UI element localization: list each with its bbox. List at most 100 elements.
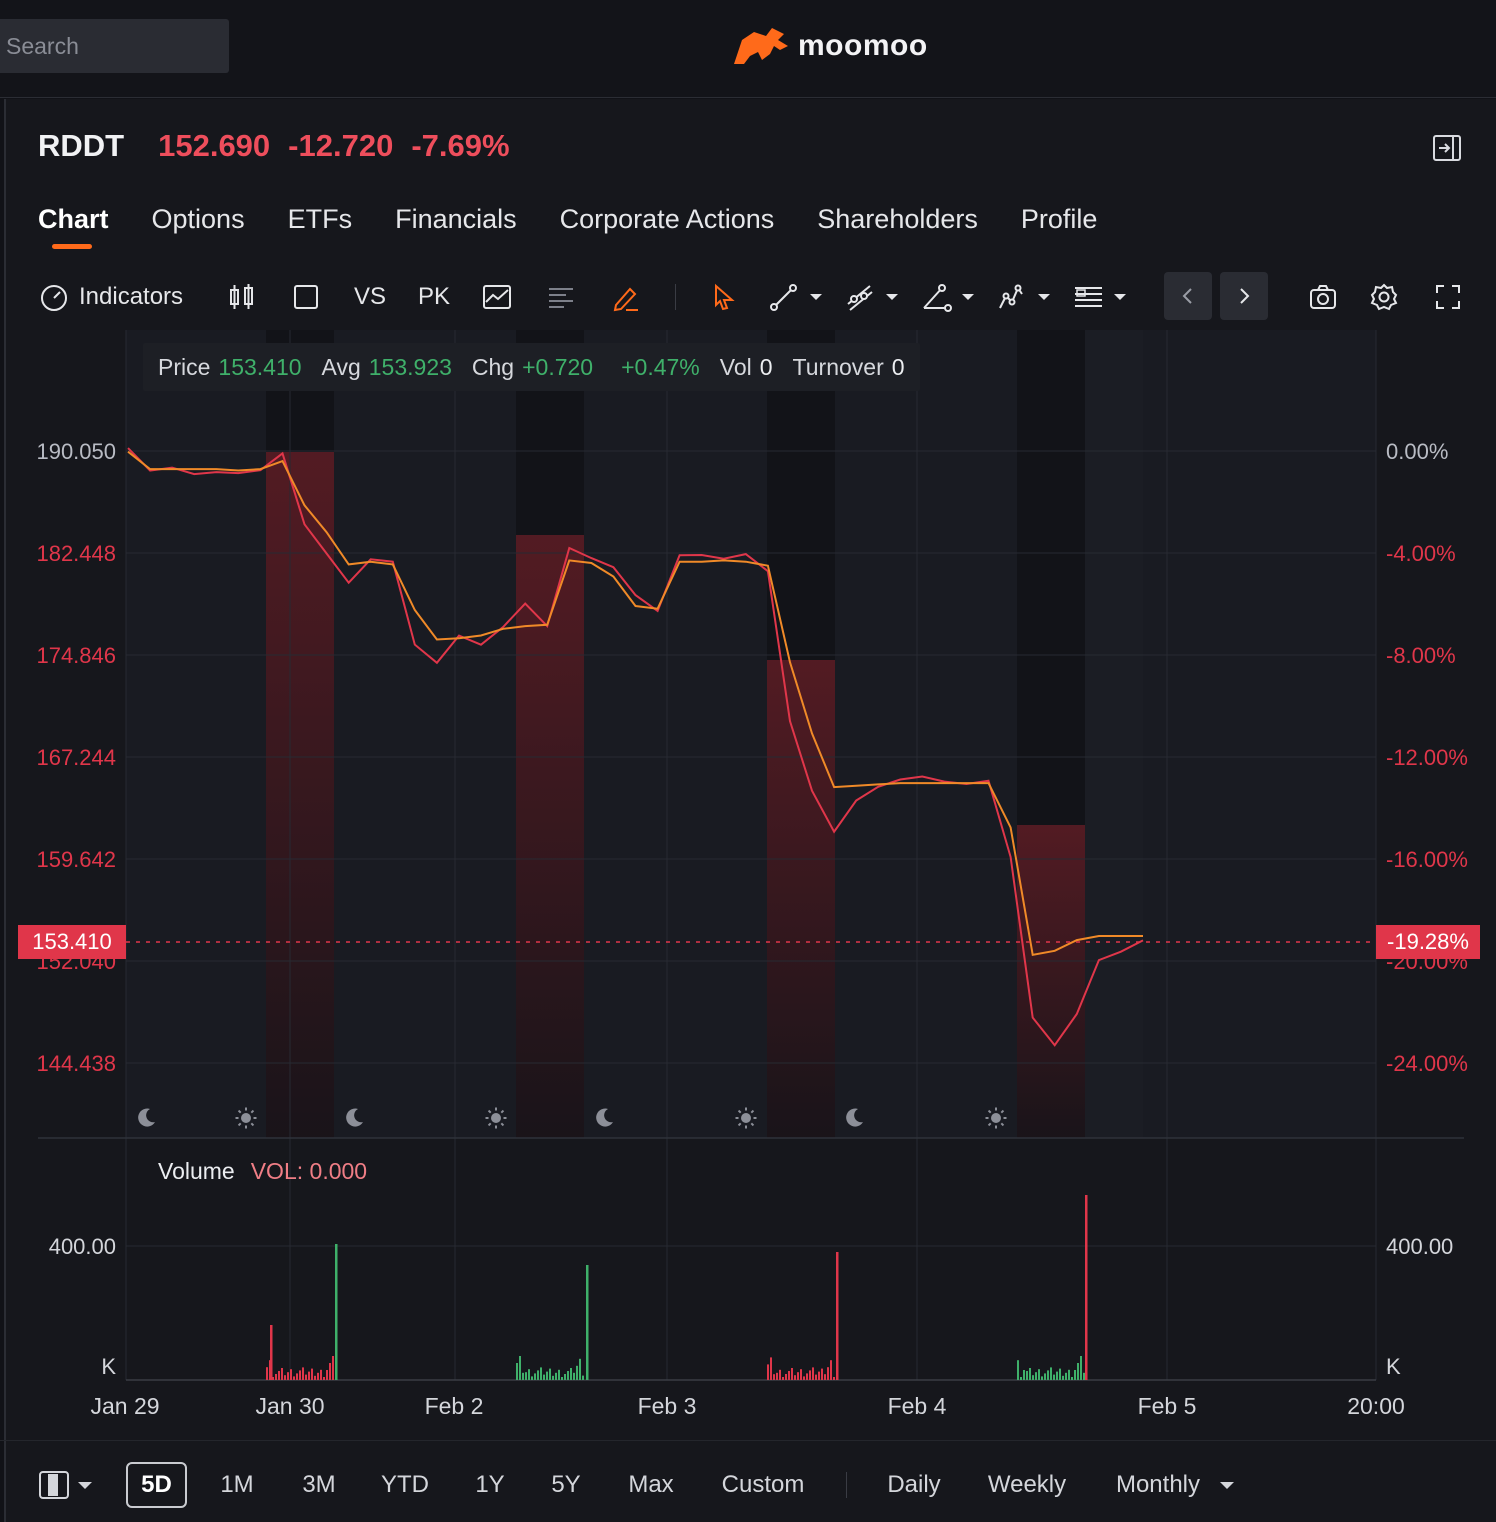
sun-ray [250, 1122, 255, 1127]
tab-corporate-actions[interactable]: Corporate Actions [559, 204, 775, 234]
tab-etfs[interactable]: ETFs [287, 204, 353, 234]
angle-icon [923, 284, 974, 312]
volume-bar [534, 1373, 536, 1380]
sun-ray [237, 1122, 242, 1127]
collapse-panel-button[interactable] [1432, 133, 1462, 163]
avg-label: Avg [321, 353, 361, 380]
volume-bar [836, 1252, 839, 1380]
price-axis-label: 144.438 [36, 1051, 116, 1076]
tab-shareholders[interactable]: Shareholders [817, 204, 978, 234]
range-1m[interactable]: 1M [220, 1471, 254, 1498]
volume-bar [797, 1372, 799, 1380]
interval-daily[interactable]: Daily [887, 1471, 941, 1498]
volume-bar [278, 1371, 280, 1380]
moon-icon [596, 1108, 613, 1127]
fullscreen-icon [1436, 285, 1460, 309]
fibonacci-tool-button[interactable] [1072, 272, 1128, 322]
channel-tool-button[interactable] [844, 272, 900, 322]
text-tool-button[interactable] [546, 272, 576, 322]
volume-bar [1077, 1363, 1079, 1380]
layout-toggle-button[interactable] [38, 1462, 98, 1508]
screenshot-button[interactable] [1308, 272, 1338, 322]
volume-bar [272, 1377, 274, 1380]
volume-axis-label: 400.00 [49, 1234, 116, 1259]
chg-pct-value: +0.47% [621, 353, 700, 380]
scroll-right-button[interactable] [1220, 272, 1268, 320]
sun-ray [500, 1122, 505, 1127]
interval-monthly[interactable]: Monthly [1115, 1471, 1201, 1498]
price-change-pct: -7.69% [411, 128, 510, 163]
turnover-value: 0 [891, 353, 905, 380]
candlestick-icon [230, 284, 253, 309]
range-5y[interactable]: 5Y [551, 1471, 581, 1498]
price-chart[interactable]: 190.050182.448174.846167.244159.642152.0… [0, 330, 1496, 1430]
pattern-tool-button[interactable] [996, 272, 1052, 322]
volume-bar [1032, 1375, 1034, 1380]
volume-bar [522, 1372, 524, 1380]
gauge-icon [41, 285, 67, 311]
range-max[interactable]: Max [628, 1471, 674, 1498]
chevron-right-icon [1240, 288, 1250, 304]
tab-profile[interactable]: Profile [1020, 204, 1098, 234]
parallel-channel-icon [847, 285, 898, 311]
pencil-icon [613, 287, 638, 312]
range-5d[interactable]: 5D [126, 1462, 187, 1508]
pct-axis-label: -16.00% [1386, 847, 1468, 872]
indicators-button[interactable]: Indicators [38, 272, 183, 322]
volume-bar [579, 1358, 581, 1380]
pct-axis-label: -8.00% [1386, 643, 1456, 668]
scroll-left-button[interactable] [1164, 272, 1212, 320]
volume-bar [326, 1370, 328, 1380]
interval-weekly[interactable]: Weekly [987, 1471, 1067, 1498]
volume-bar [296, 1373, 298, 1380]
pct-axis-label: -24.00% [1386, 1051, 1468, 1076]
drawing-tool-button[interactable] [610, 272, 642, 322]
rectangle-tool-button[interactable] [292, 272, 320, 322]
volume-bar [335, 1244, 338, 1380]
volume-bar [1074, 1370, 1076, 1380]
angle-tool-button[interactable] [920, 272, 976, 322]
sun-ray [237, 1109, 242, 1114]
range-divider [846, 1472, 847, 1498]
x-axis-label: Jan 29 [90, 1393, 159, 1419]
sun-ray [737, 1109, 742, 1114]
trendline-tool-button[interactable] [768, 272, 824, 322]
volume-bar [558, 1369, 560, 1380]
sun-ray [750, 1109, 755, 1114]
fullscreen-button[interactable] [1434, 272, 1462, 322]
volume-bar [770, 1357, 772, 1380]
tab-financials[interactable]: Financials [395, 204, 517, 234]
volume-label: Volume [158, 1158, 235, 1184]
candlestick-button[interactable] [228, 272, 256, 322]
pk-button[interactable]: PK [418, 283, 451, 310]
chart-settings-button[interactable] [1369, 272, 1399, 322]
ticker-symbol: RDDT [38, 128, 125, 163]
tab-options[interactable]: Options [151, 204, 245, 234]
tab-chart[interactable]: Chart [38, 204, 109, 249]
volume-bar [1020, 1377, 1022, 1380]
volume-bar [531, 1376, 533, 1380]
volume-bar [323, 1377, 325, 1380]
cursor-icon [715, 283, 735, 311]
interval-dropdown[interactable] [1212, 1462, 1242, 1508]
range-1y[interactable]: 1Y [475, 1471, 505, 1498]
volume-bar [549, 1368, 551, 1380]
search-input[interactable]: Search [0, 19, 229, 73]
chart-type-button[interactable] [482, 272, 512, 322]
bull-logo-icon [734, 28, 788, 64]
volume-bar [1023, 1370, 1025, 1380]
range-ytd[interactable]: YTD [381, 1471, 429, 1498]
volume-bar [290, 1369, 292, 1380]
volume-bar [582, 1375, 584, 1380]
cursor-tool-button[interactable] [708, 272, 738, 322]
range-custom[interactable]: Custom [721, 1471, 805, 1498]
volume-bar [827, 1367, 829, 1380]
x-axis-label: Feb 5 [1138, 1393, 1197, 1419]
range-3m[interactable]: 3M [302, 1471, 336, 1498]
volume-bar [329, 1363, 331, 1380]
volume-bar [785, 1374, 787, 1380]
compare-vs-button[interactable]: VS [354, 283, 387, 310]
brand-logo: moomoo [732, 24, 928, 68]
volume-bar [767, 1364, 769, 1380]
sun-ray [500, 1109, 505, 1114]
